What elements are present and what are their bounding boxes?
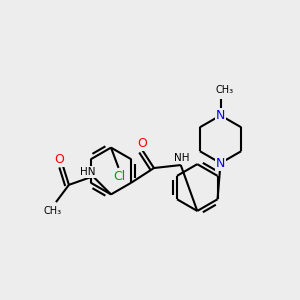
Text: NH: NH (174, 154, 189, 164)
Text: CH₃: CH₃ (44, 206, 62, 215)
Text: O: O (55, 153, 64, 166)
Text: CH₃: CH₃ (215, 85, 233, 95)
Text: N: N (216, 109, 225, 122)
Text: N: N (216, 157, 225, 169)
Text: HN: HN (80, 167, 95, 177)
Text: O: O (137, 137, 147, 150)
Text: Cl: Cl (113, 170, 125, 183)
